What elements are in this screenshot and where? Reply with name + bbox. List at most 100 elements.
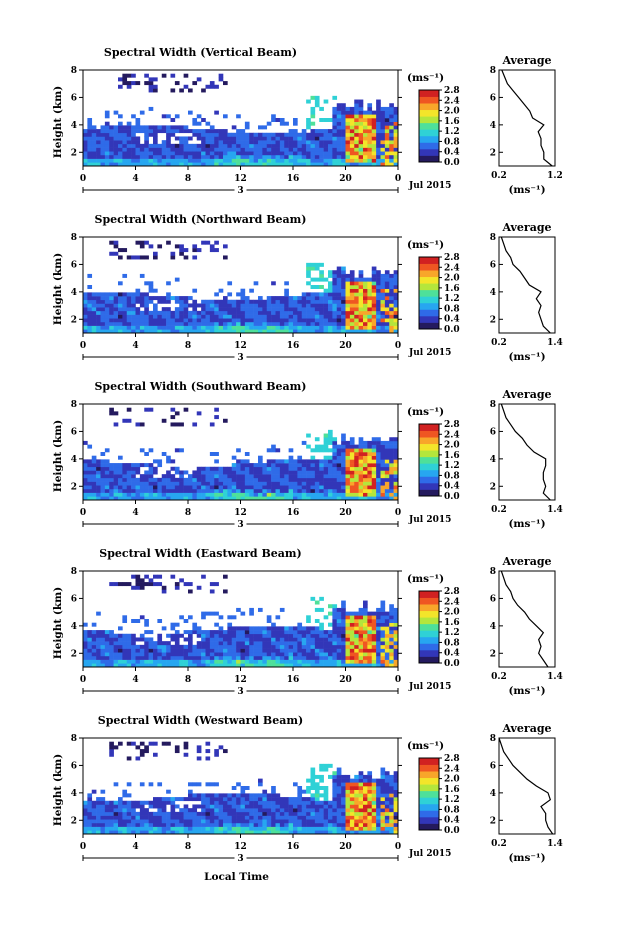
heatmap-cell — [376, 474, 381, 479]
heatmap-cell — [293, 318, 298, 323]
heatmap-cell — [104, 114, 110, 119]
heatmap-cell — [336, 808, 342, 813]
heatmap-cell — [166, 815, 171, 820]
heatmap-cell — [262, 826, 268, 831]
heatmap-cell — [144, 826, 149, 831]
heatmap-cell — [192, 470, 198, 475]
heatmap-cell — [122, 147, 128, 152]
heatmap-cell — [240, 288, 246, 293]
heatmap-cell — [183, 140, 189, 145]
heatmap-cell — [371, 630, 377, 635]
heatmap-cell — [139, 273, 145, 278]
heatmap-cell — [271, 310, 276, 315]
heatmap-cell — [87, 492, 93, 497]
heatmap-cell — [367, 296, 373, 301]
heatmap-cell — [380, 285, 386, 289]
heatmap-cell — [249, 136, 254, 141]
heatmap-cell — [266, 804, 272, 809]
heatmap-cell — [231, 162, 237, 167]
heatmap-cell — [118, 143, 123, 148]
heatmap-cell — [371, 488, 377, 493]
heatmap-cell — [393, 774, 399, 779]
heatmap-cell — [148, 741, 154, 746]
heatmap-cell — [384, 648, 390, 653]
heatmap-cell — [393, 771, 399, 776]
heatmap-cell — [275, 154, 281, 159]
heatmap-cell — [91, 310, 97, 315]
heatmap-cell — [393, 277, 399, 282]
heatmap-cell — [240, 826, 246, 831]
heatmap-cell — [96, 470, 101, 475]
heatmap-cell — [262, 492, 268, 497]
heatmap-cell — [214, 804, 219, 809]
heatmap-cell — [310, 793, 316, 798]
heatmap-cell — [139, 652, 145, 657]
heatmap-cell — [83, 630, 88, 635]
heatmap-cell — [380, 321, 386, 326]
heatmap-cell — [367, 470, 373, 475]
heatmap-cell — [384, 455, 390, 460]
heatmap-cell — [288, 641, 294, 646]
heatmap-cell — [310, 314, 316, 319]
heatmap-cell — [144, 151, 149, 156]
heatmap-cell — [183, 663, 189, 668]
heatmap-cell — [170, 296, 176, 301]
heatmap-cell — [336, 477, 342, 482]
heatmap-cell — [253, 477, 259, 482]
heatmap-cell — [262, 830, 268, 835]
heatmap-cell — [161, 299, 167, 304]
heatmap-cell — [293, 488, 298, 493]
heatmap-cell — [376, 644, 381, 649]
heatmap-cell — [358, 270, 364, 275]
heatmap-cell — [384, 774, 390, 779]
heatmap-cell — [271, 644, 276, 649]
average-title: Average — [501, 722, 551, 735]
heatmap-cell — [126, 307, 132, 312]
heatmap-cell — [166, 310, 171, 315]
average-y-tick-label: 8 — [490, 233, 496, 243]
heatmap-cell — [192, 804, 198, 809]
heatmap-cell — [367, 822, 373, 827]
heatmap-cell — [135, 292, 141, 297]
heatmap-cell — [301, 626, 307, 631]
colorbar-tick-label: 1.6 — [444, 618, 460, 628]
heatmap-cell — [332, 318, 338, 323]
heatmap-cell — [144, 622, 149, 627]
heatmap-cell — [179, 470, 184, 475]
heatmap-cell — [354, 637, 359, 642]
heatmap-cell — [87, 118, 93, 122]
heatmap-cell — [131, 325, 136, 330]
heatmap-cell — [135, 822, 141, 827]
heatmap-cell — [376, 789, 381, 794]
heatmap-cell — [393, 822, 399, 827]
heatmap-cell — [214, 140, 219, 145]
heatmap-cell — [376, 822, 381, 827]
heatmap-cell — [183, 147, 189, 152]
heatmap-cell — [323, 804, 329, 809]
heatmap-cell — [354, 611, 359, 616]
heatmap-cell — [363, 118, 368, 122]
heatmap-cell — [380, 114, 386, 119]
colorbar-segment — [419, 591, 439, 598]
heatmap-cell — [354, 778, 359, 783]
heatmap-cell — [236, 607, 241, 612]
x-tick-label: 4 — [132, 174, 138, 184]
heatmap-cell — [363, 797, 368, 802]
heatmap-cell — [363, 307, 368, 312]
heatmap-cell — [183, 73, 189, 78]
heatmap-cell — [87, 321, 93, 326]
heatmap-cell — [367, 622, 373, 627]
heatmap-cell — [148, 578, 154, 583]
heatmap-cell — [262, 641, 268, 646]
heatmap-cell — [380, 826, 386, 831]
heatmap-cell — [363, 448, 368, 453]
heatmap-cell — [279, 659, 285, 664]
heatmap-cell — [148, 782, 154, 787]
heatmap-cell — [336, 782, 342, 787]
colorbar-segment — [419, 109, 439, 117]
heatmap-cell — [153, 470, 158, 475]
heatmap-cell — [231, 466, 237, 471]
heatmap-cell — [279, 158, 285, 163]
heatmap-cell — [376, 630, 381, 635]
heatmap-cell — [218, 288, 224, 293]
